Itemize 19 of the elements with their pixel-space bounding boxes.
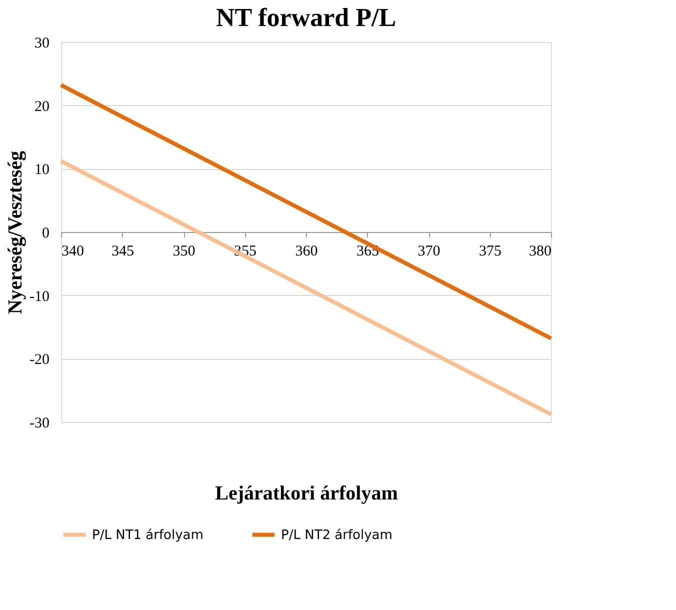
y-tick-label: -10 (30, 288, 50, 305)
x-tick-label: 380 (529, 244, 552, 260)
y-tick-label: -20 (30, 352, 50, 368)
x-tick-label: 370 (418, 244, 440, 260)
y-axis-title: Nyereség/Veszteség (4, 150, 27, 314)
y-tick-label: 30 (34, 36, 50, 52)
x-tick-label: 375 (479, 244, 502, 260)
y-tick-label: 10 (34, 162, 50, 178)
x-tick-label: 350 (172, 244, 196, 260)
y-tick-label: 20 (34, 98, 50, 115)
legend-label: P/L NT1 árfolyam (92, 528, 204, 543)
x-axis-title: Lejáratkori árfolyam (215, 482, 398, 504)
chart-title: NT forward P/L (216, 3, 396, 32)
legend-label: P/L NT2 árfolyam (281, 528, 392, 543)
x-tick-label: 360 (295, 244, 318, 260)
x-tick-label: 345 (112, 244, 134, 260)
x-tick-label: 340 (62, 244, 84, 260)
y-tick-label: -30 (30, 416, 50, 432)
y-tick-label: 0 (42, 226, 50, 242)
